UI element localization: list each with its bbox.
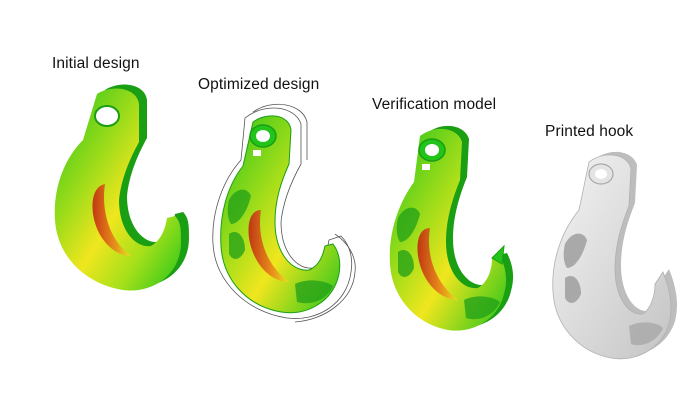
printed-hook-image xyxy=(552,151,677,360)
optimized-design-hook-image xyxy=(212,103,356,323)
stage-label-initial: Initial design xyxy=(52,55,140,72)
verification-model-hook-image xyxy=(389,125,514,331)
stage-label-optimized: Optimized design xyxy=(198,76,320,93)
stage-label-verification: Verification model xyxy=(372,96,497,113)
initial-design-hook-image xyxy=(54,84,189,291)
stage-label-printed: Printed hook xyxy=(545,123,634,140)
